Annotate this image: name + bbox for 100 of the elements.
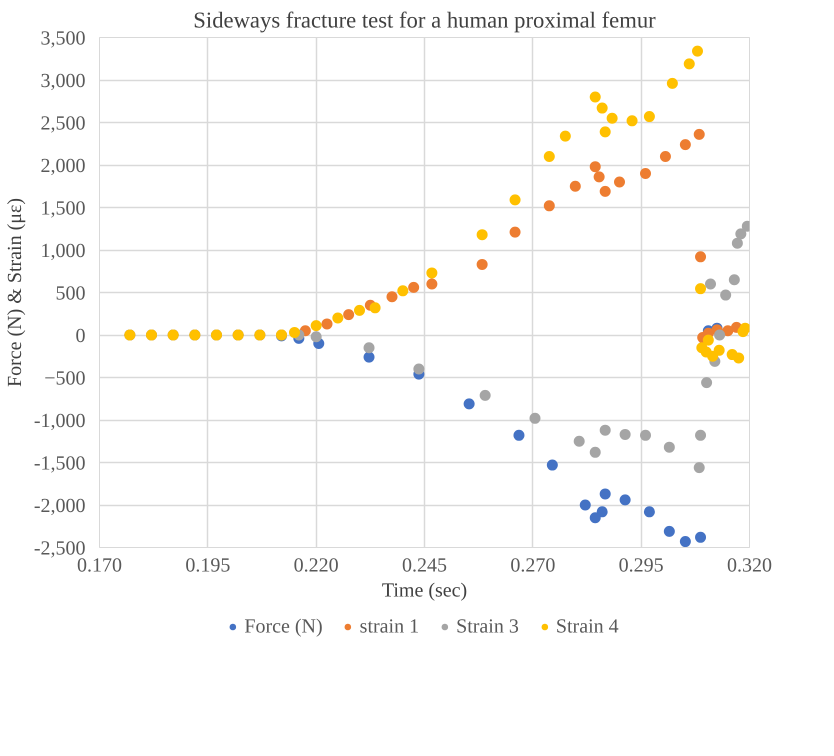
y-tick-label: 1,000: [40, 240, 86, 262]
point: [594, 171, 605, 182]
point: [354, 304, 365, 316]
x-tick-label: 0.195: [185, 554, 230, 576]
point: [574, 436, 585, 447]
point: [680, 536, 691, 548]
point: [600, 424, 611, 436]
point: [413, 364, 424, 374]
point: [695, 283, 706, 294]
y-tick-label: 1,500: [40, 198, 86, 220]
point: [694, 462, 705, 474]
point: [364, 352, 375, 363]
x-axis-title: Time (sec): [382, 580, 468, 602]
legend-label: Strain 4: [556, 615, 619, 638]
point: [695, 251, 706, 262]
point: [590, 161, 601, 172]
point: [701, 377, 712, 388]
point: [310, 320, 322, 332]
point: [426, 278, 438, 290]
point: [476, 229, 488, 240]
point: [640, 430, 651, 441]
point: [544, 200, 555, 212]
point: [590, 92, 601, 102]
y-tick-label: 3,000: [40, 70, 86, 92]
x-tick-label: 0.220: [294, 554, 339, 576]
point: [680, 139, 691, 150]
legend-label: Strain 3: [456, 615, 519, 638]
point: [386, 291, 398, 302]
point: [695, 532, 706, 543]
y-tick-label: -1,000: [34, 410, 86, 432]
point: [707, 350, 718, 362]
point: [596, 102, 608, 114]
point: [544, 151, 555, 162]
point: [732, 238, 743, 249]
point: [714, 330, 726, 340]
point: [570, 180, 581, 192]
point: [644, 506, 655, 518]
point: [530, 412, 540, 424]
point: [600, 488, 611, 500]
point: [702, 334, 714, 346]
point: [600, 126, 611, 138]
point: [464, 398, 475, 410]
point: [733, 352, 744, 364]
point: [510, 194, 521, 206]
point: [694, 128, 705, 140]
point: [322, 318, 332, 330]
point: [289, 326, 300, 338]
point: [606, 112, 618, 124]
y-tick-label: 3,500: [40, 28, 86, 50]
point: [590, 446, 601, 458]
point: [580, 500, 591, 510]
point: [408, 282, 420, 293]
point: [695, 430, 706, 441]
point: [664, 442, 675, 453]
point: [480, 390, 491, 401]
x-tick-label: 0.295: [618, 554, 664, 576]
point: [596, 506, 608, 518]
point: [684, 58, 695, 70]
legend-label: Force (N): [244, 615, 323, 638]
point: [310, 331, 322, 342]
point: [476, 258, 488, 270]
point: [590, 512, 601, 524]
x-tick-label: 0.245: [402, 554, 447, 576]
point: [513, 430, 524, 441]
point: [660, 151, 671, 162]
point: [714, 344, 725, 356]
point: [720, 290, 732, 301]
y-tick-label: 500: [56, 282, 86, 304]
y-tick-label: -1,500: [34, 452, 86, 474]
point: [600, 186, 611, 197]
point: [666, 78, 678, 89]
point: [560, 130, 571, 142]
point: [740, 322, 750, 334]
point: [664, 526, 675, 537]
y-tick-label: 2,000: [40, 155, 86, 177]
point: [364, 342, 375, 354]
point: [644, 111, 655, 122]
y-axis-title: Force (N) & Strain (με): [4, 198, 26, 388]
y-tick-label: 2,500: [40, 112, 86, 134]
point: [626, 115, 638, 126]
point: [510, 226, 521, 238]
point: [728, 274, 740, 286]
legend-label: strain 1: [360, 615, 420, 638]
point: [370, 302, 381, 314]
point: [735, 228, 746, 240]
x-tick-label: 0.320: [727, 554, 772, 576]
point: [546, 460, 558, 471]
y-tick-label: -2,000: [34, 495, 86, 517]
x-tick-label: 0.270: [510, 554, 556, 576]
point: [343, 309, 354, 320]
y-tick-label: 0: [76, 325, 86, 347]
y-tick-label: −500: [44, 368, 86, 390]
point: [614, 176, 625, 188]
point: [426, 267, 438, 278]
chart-title: Sideways fracture test for a human proximal femur: [193, 8, 656, 32]
point: [692, 46, 703, 57]
point: [640, 168, 651, 179]
point: [620, 428, 631, 440]
point: [397, 285, 408, 296]
point: [705, 278, 716, 290]
